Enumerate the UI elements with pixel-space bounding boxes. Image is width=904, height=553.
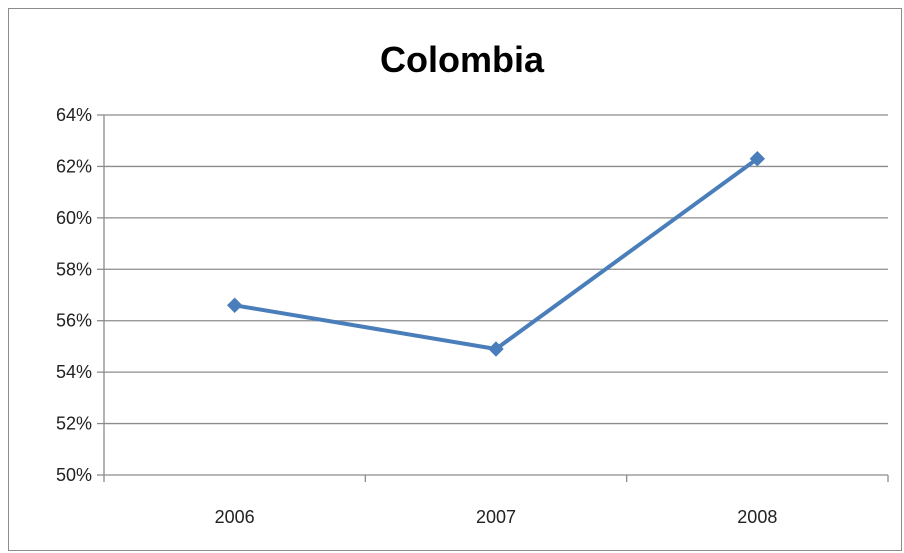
y-axis-ticks: 50% 52% 54% 56% 58% 60% 62% 64% xyxy=(56,105,104,485)
axes xyxy=(103,115,888,476)
y-tick-label: 62% xyxy=(56,156,92,176)
data-point-marker xyxy=(488,341,504,357)
x-axis-ticks: 2006 2007 2008 xyxy=(103,475,889,527)
x-tick-label: 2007 xyxy=(476,507,516,527)
gridlines xyxy=(104,114,888,425)
chart-frame xyxy=(8,8,902,551)
data-point-marker xyxy=(226,297,243,313)
chart-title: Colombia xyxy=(380,39,545,80)
x-tick-label: 2006 xyxy=(215,507,255,527)
y-tick-label: 50% xyxy=(56,465,92,485)
data-point-marker xyxy=(749,151,766,167)
x-tick-label: 2008 xyxy=(737,507,777,527)
y-tick-label: 58% xyxy=(56,259,92,279)
y-tick-label: 52% xyxy=(56,414,92,434)
series-group xyxy=(226,151,766,357)
y-tick-label: 60% xyxy=(56,208,92,228)
y-tick-label: 64% xyxy=(56,105,92,125)
y-tick-label: 54% xyxy=(56,362,92,382)
y-tick-label: 56% xyxy=(56,311,92,331)
